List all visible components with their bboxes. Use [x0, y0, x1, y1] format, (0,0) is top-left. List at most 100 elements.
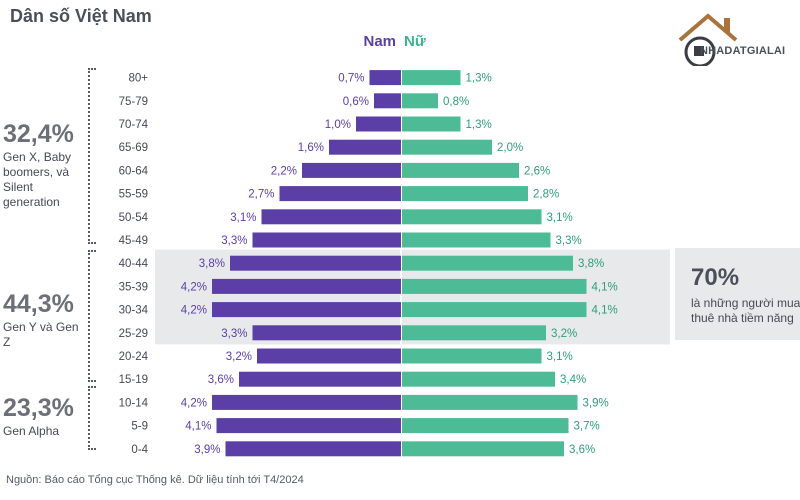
age-label-25-29: 25-29: [119, 328, 148, 340]
source-note: Nguồn: Báo cáo Tổng cục Thống kê. Dữ liệ…: [6, 474, 304, 486]
value-female-50-54: 3,1%: [547, 212, 573, 224]
value-female-45-49: 3,3%: [556, 235, 582, 247]
value-male-15-19: 3,6%: [208, 374, 234, 386]
value-male-35-39: 4,2%: [181, 281, 207, 293]
value-male-10-14: 4,2%: [181, 397, 207, 409]
bar-female-5-9: [402, 418, 569, 434]
age-label-40-44: 40-44: [119, 258, 149, 270]
bar-female-35-39: [402, 278, 587, 294]
group-alpha-desc: Gen Alpha: [3, 424, 60, 438]
age-label-80+: 80+: [128, 73, 148, 85]
value-male-40-44: 3,8%: [199, 258, 225, 270]
callout-pct: 70%: [691, 264, 740, 291]
bar-male-30-34: [212, 302, 401, 318]
chart-title: Dân số Việt Nam: [10, 6, 152, 26]
group-older-pct: 32,4%: [3, 120, 74, 148]
age-label-70-74: 70-74: [119, 119, 149, 131]
bar-male-45-49: [252, 232, 401, 248]
value-male-25-29: 3,3%: [221, 328, 247, 340]
bar-male-65-69: [329, 139, 401, 155]
value-male-5-9: 4,1%: [185, 421, 211, 433]
callout-box: 70% là những người mua thuê nhà tiềm năn…: [675, 248, 800, 340]
value-female-70-74: 1,3%: [466, 119, 492, 131]
age-label-60-64: 60-64: [119, 165, 149, 177]
value-female-65-69: 2,0%: [497, 142, 523, 154]
bar-male-20-24: [257, 348, 401, 364]
legend-female: Nữ: [404, 33, 426, 50]
bar-female-10-14: [402, 394, 578, 410]
value-female-30-34: 4,1%: [592, 305, 618, 317]
value-male-45-49: 3,3%: [221, 235, 247, 247]
bar-male-70-74: [356, 116, 401, 132]
age-label-5-9: 5-9: [131, 421, 148, 433]
value-male-80+: 0,7%: [338, 73, 364, 85]
bar-female-50-54: [402, 209, 542, 225]
bar-male-0-4: [225, 441, 401, 457]
value-female-15-19: 3,4%: [560, 374, 586, 386]
age-label-0-4: 0-4: [131, 444, 148, 456]
bar-male-80+: [369, 70, 401, 86]
bar-female-45-49: [402, 232, 551, 248]
bar-male-35-39: [212, 278, 401, 294]
bar-male-60-64: [302, 162, 401, 178]
bar-female-30-34: [402, 302, 587, 318]
age-label-75-79: 75-79: [119, 96, 148, 108]
value-female-0-4: 3,6%: [569, 444, 595, 456]
age-label-65-69: 65-69: [119, 142, 148, 154]
bracket-group-3: [88, 386, 96, 450]
bar-female-80+: [402, 70, 461, 86]
value-male-65-69: 1,6%: [298, 142, 324, 154]
age-label-55-59: 55-59: [119, 189, 148, 201]
bar-male-25-29: [252, 325, 401, 341]
logo-house-icon: [678, 13, 738, 66]
group-older: 32,4% Gen X, Baby boomers, và Silent gen…: [3, 120, 83, 210]
value-female-25-29: 3,2%: [551, 328, 577, 340]
bar-female-60-64: [402, 162, 519, 178]
group-alpha-pct: 23,3%: [3, 394, 74, 422]
value-female-55-59: 2,8%: [533, 189, 559, 201]
group-genyz-desc: Gen Y và Gen Z: [3, 320, 79, 349]
group-genyz-pct: 44,3%: [3, 290, 74, 318]
value-male-70-74: 1,0%: [325, 119, 351, 131]
callout-text-line2: thuê nhà tiềm năng: [691, 311, 794, 325]
bar-female-40-44: [402, 255, 573, 271]
bar-male-75-79: [374, 93, 401, 109]
bar-male-5-9: [216, 418, 401, 434]
bar-female-65-69: [402, 139, 492, 155]
age-label-15-19: 15-19: [119, 374, 148, 386]
bar-female-55-59: [402, 186, 528, 202]
value-female-20-24: 3,1%: [547, 351, 573, 363]
legend-male: Nam: [363, 33, 396, 50]
age-label-20-24: 20-24: [119, 351, 149, 363]
value-female-10-14: 3,9%: [583, 397, 609, 409]
bar-male-40-44: [230, 255, 401, 271]
bar-male-10-14: [212, 394, 401, 410]
bar-female-15-19: [402, 371, 555, 387]
age-label-10-14: 10-14: [119, 397, 149, 409]
value-male-55-59: 2,7%: [248, 189, 274, 201]
bar-female-70-74: [402, 116, 461, 132]
group-older-desc: Gen X, Baby boomers, và Silent generatio…: [3, 150, 72, 209]
value-female-75-79: 0,8%: [443, 96, 469, 108]
age-label-45-49: 45-49: [119, 235, 148, 247]
bar-male-50-54: [261, 209, 401, 225]
callout-text: là những người mua thuê nhà tiềm năng: [691, 296, 800, 326]
bar-female-0-4: [402, 441, 564, 457]
value-female-40-44: 3,8%: [578, 258, 604, 270]
value-male-20-24: 3,2%: [226, 351, 252, 363]
value-male-30-34: 4,2%: [181, 305, 207, 317]
value-male-50-54: 3,1%: [230, 212, 256, 224]
value-male-60-64: 2,2%: [271, 165, 297, 177]
bar-female-25-29: [402, 325, 546, 341]
callout-text-line1: là những người mua: [691, 296, 800, 310]
age-label-30-34: 30-34: [119, 305, 149, 317]
value-male-75-79: 0,6%: [343, 96, 369, 108]
value-female-5-9: 3,7%: [574, 421, 600, 433]
bar-female-20-24: [402, 348, 542, 364]
logo-text: NHADATGIALAI: [700, 45, 786, 57]
value-female-60-64: 2,6%: [524, 165, 550, 177]
value-male-0-4: 3,9%: [194, 444, 220, 456]
bar-male-15-19: [239, 371, 401, 387]
bracket-group-2: [88, 250, 96, 382]
